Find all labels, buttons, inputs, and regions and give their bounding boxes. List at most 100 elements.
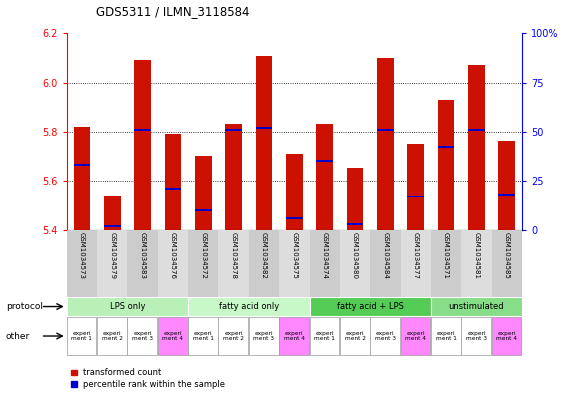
Bar bbox=[67, 297, 188, 316]
Bar bbox=[279, 317, 309, 355]
Bar bbox=[225, 124, 242, 230]
Bar bbox=[134, 61, 151, 230]
Bar bbox=[286, 154, 303, 230]
Bar bbox=[188, 297, 310, 316]
Text: fatty acid + LPS: fatty acid + LPS bbox=[337, 302, 404, 311]
Text: experi
ment 1: experi ment 1 bbox=[71, 331, 92, 342]
Bar bbox=[407, 195, 424, 197]
Bar bbox=[195, 156, 212, 230]
Bar bbox=[492, 230, 522, 297]
Text: GSM1034572: GSM1034572 bbox=[200, 232, 206, 279]
Text: experi
ment 4: experi ment 4 bbox=[284, 331, 305, 342]
Bar bbox=[370, 317, 400, 355]
Bar bbox=[249, 230, 279, 297]
Text: experi
ment 3: experi ment 3 bbox=[466, 331, 487, 342]
Bar bbox=[225, 129, 242, 130]
Bar bbox=[310, 317, 339, 355]
Bar bbox=[97, 317, 127, 355]
Text: GSM1034585: GSM1034585 bbox=[504, 232, 510, 279]
Bar bbox=[195, 209, 212, 211]
Bar bbox=[370, 230, 401, 297]
Bar bbox=[279, 230, 310, 297]
Text: experi
ment 4: experi ment 4 bbox=[162, 331, 183, 342]
Bar bbox=[401, 317, 430, 355]
Text: LPS only: LPS only bbox=[110, 302, 145, 311]
Text: experi
ment 1: experi ment 1 bbox=[314, 331, 335, 342]
Bar bbox=[377, 129, 394, 130]
Bar bbox=[438, 146, 455, 148]
Bar bbox=[165, 187, 182, 189]
Bar bbox=[377, 58, 394, 230]
Bar bbox=[67, 230, 97, 297]
Bar bbox=[431, 297, 522, 316]
Text: experi
ment 4: experi ment 4 bbox=[496, 331, 517, 342]
Bar bbox=[431, 317, 461, 355]
Bar bbox=[256, 55, 273, 230]
Text: experi
ment 2: experi ment 2 bbox=[102, 331, 123, 342]
Bar bbox=[461, 230, 492, 297]
Legend: transformed count, percentile rank within the sample: transformed count, percentile rank withi… bbox=[71, 368, 226, 389]
Text: GSM1034580: GSM1034580 bbox=[352, 232, 358, 279]
Bar bbox=[492, 317, 521, 355]
Bar bbox=[165, 134, 182, 230]
Text: experi
ment 3: experi ment 3 bbox=[132, 331, 153, 342]
Bar bbox=[347, 223, 364, 225]
Bar bbox=[407, 144, 424, 230]
Text: GDS5311 / ILMN_3118584: GDS5311 / ILMN_3118584 bbox=[96, 5, 249, 18]
Bar bbox=[97, 230, 128, 297]
Text: GSM1034574: GSM1034574 bbox=[322, 232, 328, 279]
Bar bbox=[438, 100, 455, 230]
Bar bbox=[188, 230, 219, 297]
Bar bbox=[74, 127, 90, 230]
Bar bbox=[219, 230, 249, 297]
Bar bbox=[316, 124, 333, 230]
Text: experi
ment 3: experi ment 3 bbox=[375, 331, 396, 342]
Bar bbox=[128, 230, 158, 297]
Bar bbox=[249, 317, 278, 355]
Bar bbox=[431, 230, 461, 297]
Text: protocol: protocol bbox=[6, 302, 43, 311]
Bar bbox=[310, 297, 431, 316]
Bar bbox=[128, 317, 157, 355]
Text: experi
ment 4: experi ment 4 bbox=[405, 331, 426, 342]
Text: GSM1034583: GSM1034583 bbox=[140, 232, 146, 279]
Text: GSM1034578: GSM1034578 bbox=[231, 232, 237, 279]
Bar bbox=[340, 317, 369, 355]
Text: GSM1034582: GSM1034582 bbox=[261, 232, 267, 279]
Text: experi
ment 2: experi ment 2 bbox=[345, 331, 365, 342]
Text: GSM1034571: GSM1034571 bbox=[443, 232, 449, 279]
Text: experi
ment 1: experi ment 1 bbox=[436, 331, 456, 342]
Text: unstimulated: unstimulated bbox=[449, 302, 504, 311]
Bar bbox=[104, 225, 121, 227]
Text: GSM1034577: GSM1034577 bbox=[413, 232, 419, 279]
Bar bbox=[256, 127, 273, 129]
Text: GSM1034579: GSM1034579 bbox=[109, 232, 115, 279]
Bar bbox=[158, 317, 187, 355]
Bar bbox=[188, 317, 218, 355]
Bar bbox=[219, 317, 248, 355]
Bar bbox=[67, 317, 96, 355]
Text: experi
ment 3: experi ment 3 bbox=[253, 331, 274, 342]
Bar bbox=[498, 193, 515, 195]
Text: other: other bbox=[6, 332, 30, 340]
Bar bbox=[74, 164, 90, 166]
Bar bbox=[401, 230, 431, 297]
Text: fatty acid only: fatty acid only bbox=[219, 302, 279, 311]
Bar bbox=[158, 230, 188, 297]
Bar bbox=[468, 65, 485, 230]
Text: GSM1034576: GSM1034576 bbox=[170, 232, 176, 279]
Text: experi
ment 2: experi ment 2 bbox=[223, 331, 244, 342]
Text: GSM1034573: GSM1034573 bbox=[79, 232, 85, 279]
Text: experi
ment 1: experi ment 1 bbox=[193, 331, 213, 342]
Bar bbox=[310, 230, 340, 297]
Bar bbox=[340, 230, 370, 297]
Bar bbox=[104, 196, 121, 230]
Bar bbox=[468, 129, 485, 130]
Text: GSM1034575: GSM1034575 bbox=[291, 232, 298, 279]
Bar bbox=[316, 160, 333, 162]
Bar bbox=[134, 129, 151, 130]
Bar bbox=[461, 317, 491, 355]
Bar bbox=[347, 169, 364, 230]
Bar bbox=[286, 217, 303, 219]
Text: GSM1034584: GSM1034584 bbox=[382, 232, 389, 279]
